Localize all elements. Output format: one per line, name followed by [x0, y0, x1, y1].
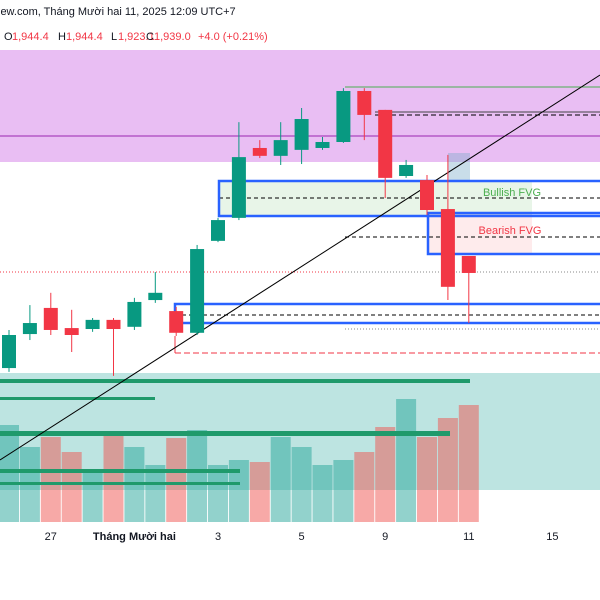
candle-body [315, 141, 330, 148]
volume-bar [249, 462, 270, 522]
candle-body [106, 319, 121, 330]
volume-bar [333, 460, 354, 522]
x-tick-label: 11 [463, 531, 474, 543]
x-tick-label: 27 [45, 531, 57, 543]
fvg-box [426, 211, 600, 256]
annotation: Bearish FVG [479, 225, 542, 237]
volume-bar [145, 465, 166, 522]
annotation: Bullish FVG [483, 187, 541, 199]
profile-bar [0, 431, 450, 436]
trend-line [0, 74, 600, 461]
volume-bar [437, 418, 458, 522]
volume-bar [375, 427, 396, 522]
volume-bar [61, 452, 82, 522]
candle-body [211, 220, 225, 241]
ohlc-value: 1,939.0 [154, 31, 191, 43]
candle-body [273, 140, 288, 156]
candle-body [231, 157, 246, 218]
ohlc-value: 1,944.4 [12, 31, 49, 43]
ohlc-change: +4.0 (+0.21%) [198, 31, 268, 43]
candle-body [148, 292, 163, 301]
candle-body [336, 90, 351, 142]
x-tick-label: 5 [299, 531, 305, 543]
x-axis: 27 Tháng Mười hai 3 5 9 11 15 [45, 531, 559, 543]
volume-bar [187, 430, 208, 522]
volume-bar [208, 465, 228, 522]
profile-bar [0, 379, 470, 383]
x-tick-label: 15 [546, 531, 558, 543]
volume-bar [312, 465, 333, 522]
volume-bar [82, 470, 103, 522]
volume-layer [0, 399, 479, 522]
x-tick-label: Tháng Mười hai [93, 531, 176, 543]
volume-bar [291, 447, 312, 522]
candle-body [420, 180, 434, 211]
candle-body [2, 334, 16, 369]
profile-bars [0, 379, 470, 485]
profile-bar [0, 482, 240, 485]
ohlc-value: 1,923.1 [118, 31, 155, 43]
axis-bg [0, 528, 600, 600]
volume-bar [270, 437, 291, 522]
x-tick-label: 3 [215, 531, 221, 543]
candle-body [127, 301, 142, 327]
ohlc-label: C [146, 31, 154, 43]
ohlc-label: H [58, 31, 66, 43]
candle-body [190, 249, 205, 333]
candle-body [440, 209, 455, 287]
candle-body [461, 255, 476, 273]
volume-bar [354, 452, 375, 522]
volume-bar [396, 399, 417, 522]
candle-body [22, 323, 37, 335]
candle-layer [2, 88, 476, 376]
volume-bar [166, 438, 187, 522]
volume-bar [228, 460, 249, 522]
volume-bar [417, 437, 437, 522]
volume-bar [40, 437, 61, 522]
candle-body [357, 90, 372, 115]
candle-body [252, 147, 267, 156]
ohlc-value: 1,944.4 [66, 31, 103, 43]
volume-bar [103, 432, 124, 522]
candle-body [43, 307, 58, 330]
fvg-box [217, 179, 600, 218]
header-title: iew.com, Tháng Mười hai 11, 2025 12:09 U… [0, 6, 236, 18]
profile-bar [0, 469, 240, 473]
x-tick-label: 9 [382, 531, 388, 543]
volume-bar [0, 425, 19, 522]
highlight [448, 153, 470, 180]
profile-bar [0, 397, 155, 400]
ohlc-label: L [111, 31, 117, 43]
candle-body [294, 119, 309, 150]
candle-body [378, 109, 393, 178]
ohlc-label: O [4, 31, 13, 43]
candle-body [64, 328, 79, 335]
candle-body [85, 319, 100, 330]
header-bg [0, 0, 600, 50]
candle-body [169, 311, 184, 333]
volume-bar [458, 405, 479, 522]
candle-body [399, 164, 414, 176]
